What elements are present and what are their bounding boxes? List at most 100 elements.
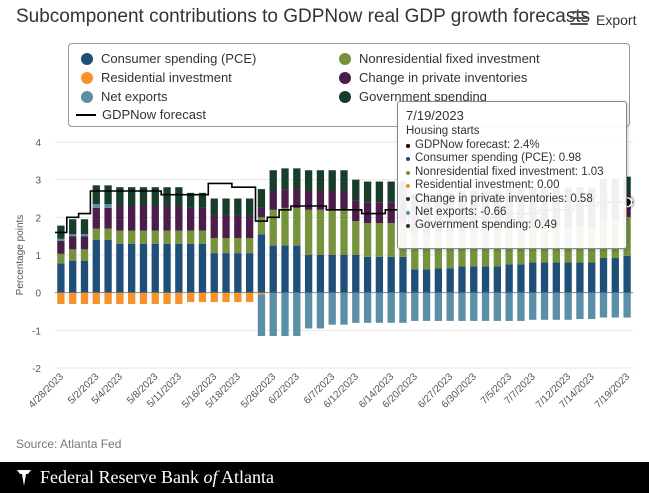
- bar-netx: [422, 292, 431, 321]
- bar-resid: [57, 292, 65, 304]
- bar-gov: [104, 185, 112, 205]
- bar-inv: [293, 189, 301, 208]
- bar-gov: [363, 181, 372, 203]
- legend-label-pce: Consumer spending (PCE): [101, 51, 257, 66]
- bar-gov: [186, 192, 195, 208]
- bar-gov: [139, 187, 148, 207]
- bar-resid: [92, 292, 100, 304]
- footer-bar: Federal Reserve Bank of Atlanta: [0, 462, 649, 493]
- bar-gov: [69, 219, 77, 235]
- bar-gov: [222, 198, 230, 216]
- legend-item-line[interactable]: GDPNow forecast: [76, 107, 206, 122]
- legend-item-netx[interactable]: Net exports: [81, 89, 167, 104]
- bar-nonres: [69, 249, 77, 261]
- y-tick-label: -2: [32, 364, 41, 375]
- bar-netx: [387, 292, 395, 323]
- bar-pce: [599, 258, 608, 293]
- bar-gov: [163, 187, 171, 207]
- y-tick-label: 2: [35, 213, 41, 224]
- bar-nonres: [234, 238, 242, 254]
- bar-inv: [234, 215, 242, 239]
- bar-netx: [399, 292, 407, 323]
- bar-inv: [328, 190, 336, 210]
- bar-gov: [375, 181, 384, 203]
- bar-pce: [493, 266, 502, 293]
- tooltip-bullet-inv: [406, 197, 410, 202]
- legend-marker-line: [76, 113, 96, 116]
- bar-gov: [198, 192, 207, 208]
- legend-item-nonres[interactable]: Nonresidential fixed investment: [339, 51, 540, 66]
- bar-netx: [92, 204, 100, 208]
- bar-pce: [269, 245, 277, 293]
- legend-item-resid[interactable]: Residential investment: [81, 70, 232, 85]
- bar-pce: [470, 266, 478, 293]
- footer-text-of: of: [203, 467, 218, 487]
- tooltip-bullet-netx: [406, 210, 410, 215]
- bar-pce: [458, 266, 466, 293]
- bar-gov: [175, 187, 183, 207]
- bar-resid: [245, 292, 254, 303]
- legend-item-inv[interactable]: Change in private inventories: [339, 70, 527, 85]
- bar-nonres: [375, 222, 384, 257]
- bar-nonres: [623, 216, 631, 256]
- bar-netx: [493, 292, 502, 321]
- bar-netx: [281, 292, 289, 336]
- tooltip-bullet-resid: [406, 183, 410, 188]
- bar-resid: [163, 292, 171, 304]
- legend-marker-netx: [81, 90, 93, 103]
- footer-text-part2: Atlanta: [217, 467, 274, 487]
- bar-nonres: [198, 230, 207, 244]
- bar-pce: [434, 268, 443, 293]
- tooltip-text-gov: Government spending: 0.49: [415, 219, 557, 232]
- bar-nonres: [57, 253, 65, 264]
- bar-netx: [304, 292, 313, 329]
- bar-gov: [128, 187, 136, 207]
- bar-netx: [57, 238, 65, 241]
- bar-gov: [328, 170, 336, 191]
- x-tick-label: 4/28/2023: [27, 371, 67, 411]
- bar-pce: [175, 243, 183, 293]
- bar-pce: [552, 262, 560, 293]
- bar-pce: [304, 255, 313, 293]
- legend-item-pce[interactable]: Consumer spending (PCE): [81, 51, 256, 66]
- tooltip-row-resid: Residential investment: 0.00: [406, 179, 618, 192]
- bar-inv: [387, 202, 395, 223]
- bar-pce: [352, 255, 360, 293]
- bar-gov: [210, 198, 218, 216]
- bar-nonres: [128, 230, 136, 244]
- bar-pce: [104, 239, 112, 293]
- bar-netx: [69, 234, 77, 237]
- tooltip-bullet-gov: [406, 224, 410, 229]
- bar-pce: [505, 264, 513, 293]
- bar-inv: [304, 190, 313, 210]
- legend-item-gov[interactable]: Government spending: [339, 89, 487, 104]
- export-button[interactable]: Export: [596, 12, 637, 28]
- bar-gov: [281, 168, 289, 190]
- bar-pce: [293, 245, 301, 293]
- bar-inv: [104, 207, 112, 229]
- bar-netx: [375, 292, 384, 323]
- eagle-logo-icon: [17, 469, 31, 486]
- tooltip-date: 7/19/2023: [406, 108, 464, 123]
- bar-pce: [540, 262, 549, 293]
- bar-netx: [340, 292, 348, 325]
- bar-netx: [434, 292, 443, 321]
- bar-netx: [269, 292, 277, 336]
- legend-label-gov: Government spending: [359, 89, 487, 104]
- bar-gov: [304, 170, 313, 191]
- bar-pce: [57, 263, 65, 293]
- bar-netx: [576, 292, 584, 320]
- tooltip: 7/19/2023 Housing starts GDPNow forecast…: [397, 101, 627, 249]
- bar-resid: [104, 292, 112, 304]
- bar-nonres: [186, 230, 195, 244]
- bar-inv: [375, 202, 384, 223]
- menu-icon[interactable]: [570, 11, 588, 26]
- bar-nonres: [411, 233, 419, 270]
- bar-gov: [151, 187, 159, 207]
- legend-marker-pce: [81, 52, 93, 65]
- bar-resid: [222, 292, 230, 303]
- y-tick-label: 4: [35, 138, 41, 149]
- bar-inv: [116, 206, 124, 231]
- bar-inv: [316, 190, 325, 210]
- legend-label-resid: Residential investment: [101, 70, 232, 85]
